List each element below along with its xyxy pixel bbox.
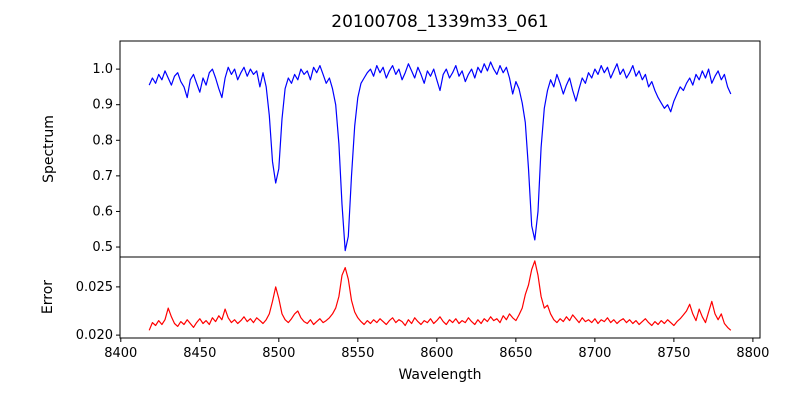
spectrum-y-tick-label: 0.9: [92, 98, 113, 113]
spectrum-y-tick-label: 0.6: [92, 204, 113, 219]
spectrum-line: [148, 61, 732, 252]
x-tick-label: 8800: [736, 346, 769, 361]
spectrum-y-tick-label: 0.8: [92, 133, 113, 148]
x-tick-label: 8650: [499, 346, 532, 361]
spectrum-y-tick-label: 1.0: [92, 62, 113, 77]
x-tick-label: 8700: [578, 346, 611, 361]
x-tick-label: 8750: [657, 346, 690, 361]
spectrum-y-tick-label: 0.5: [92, 240, 113, 255]
spectrum-y-tick-label: 0.7: [92, 169, 113, 184]
x-tick-label: 8600: [420, 346, 453, 361]
error-panel-border: [119, 256, 761, 339]
x-tick-label: 8400: [104, 346, 137, 361]
error-y-tick-label: 0.020: [76, 328, 113, 343]
chart-title: 20100708_1339m33_061: [331, 12, 549, 32]
error-line: [148, 260, 732, 331]
x-tick-label: 8550: [341, 346, 374, 361]
spectrum-panel-border: [119, 40, 761, 258]
x-tick-label: 8450: [183, 346, 216, 361]
error-y-tick-label: 0.025: [76, 280, 113, 295]
x-tick-label: 8500: [262, 346, 295, 361]
x-axis-label: Wavelength: [398, 367, 482, 383]
